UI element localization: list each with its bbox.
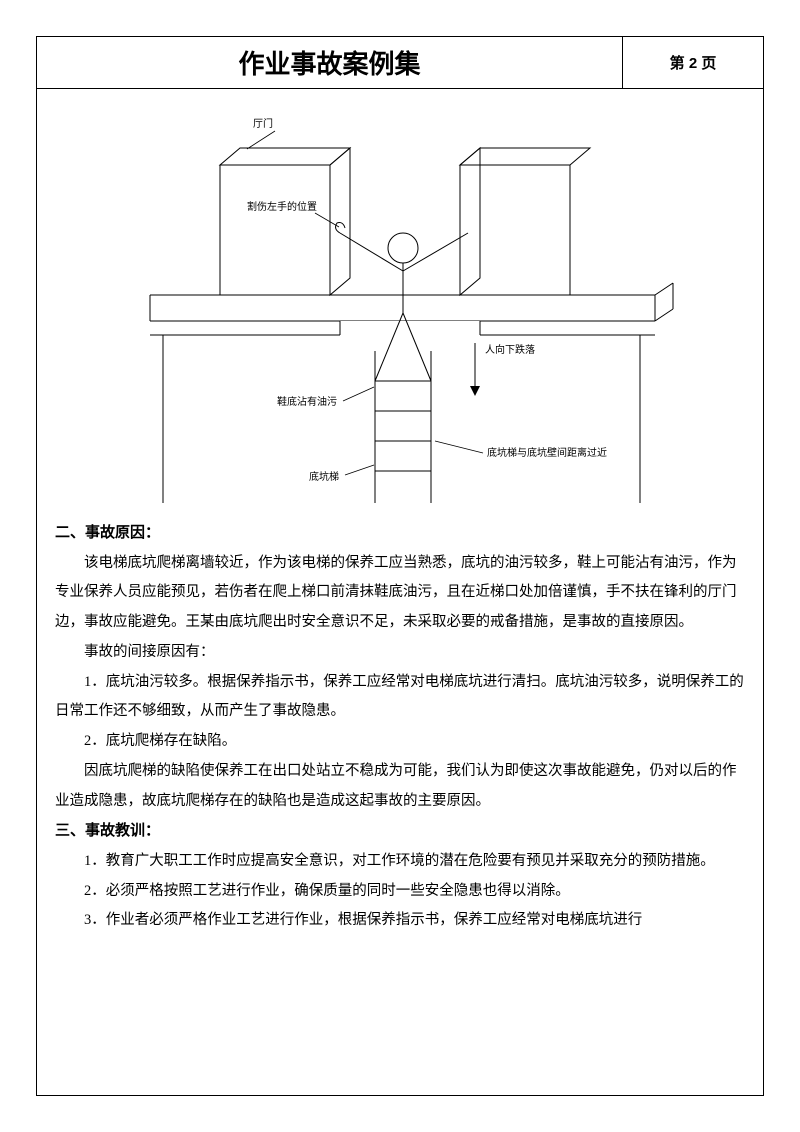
section-2-p4: 2．底坑爬梯存在缺陷。	[55, 727, 745, 757]
pit-ladder-leader	[345, 465, 374, 475]
stick-figure	[336, 223, 468, 381]
section-2-p1: 该电梯底坑爬梯离墙较近，作为该电梯的保养工应当熟悉，底坑的油污较多，鞋上可能沾有…	[55, 549, 745, 638]
ladder-close-leader	[435, 441, 483, 453]
door-label-leader	[247, 131, 275, 149]
section-2-p5: 因底坑爬梯的缺陷使保养工在出口处站立不稳成为可能，我们认为即使这次事故能避免，仍…	[55, 757, 745, 816]
hand-cut-leader	[315, 213, 339, 227]
oily-shoe-leader	[343, 387, 374, 401]
section-3-p1: 1．教育广大职工工作时应提高安全意识，对工作环境的潜在危险要有预见并采取充分的预…	[55, 847, 745, 877]
falling-label: 人向下跌落	[485, 343, 535, 356]
door-label: 厅门	[253, 117, 273, 130]
page-frame: 作业事故案例集 第 2 页	[36, 36, 764, 1096]
pit-ladder-shape	[375, 351, 431, 503]
ladder-close-label: 底坑梯与底坑壁间距离过近	[487, 446, 607, 459]
section-3-p2: 2．必须严格按照工艺进行作业，确保质量的同时一些安全隐患也得以消除。	[55, 877, 745, 907]
content-area: 厅门 割伤左手的位置 人向下跌落 鞋底沾有油污 底坑梯与底坑壁间距离过近 底坑梯	[37, 89, 763, 936]
right-door-shape	[460, 148, 590, 295]
section-2-heading: 二、事故原因：	[55, 518, 745, 549]
section-2-p2: 事故的间接原因有：	[55, 638, 745, 668]
page-number: 第 2 页	[623, 37, 763, 88]
section-3-p3: 3．作业者必须严格作业工艺进行作业，根据保养指示书，保养工应经常对电梯底坑进行	[55, 906, 745, 936]
hand-cut-label: 割伤左手的位置	[247, 200, 317, 213]
page: 作业事故案例集 第 2 页	[0, 0, 800, 1132]
pit-ladder-label: 底坑梯	[309, 470, 339, 483]
oily-shoe-label: 鞋底沾有油污	[277, 395, 337, 408]
left-door-shape	[220, 148, 350, 295]
falling-arrow	[470, 343, 480, 396]
section-3-heading: 三、事故教训：	[55, 816, 745, 847]
accident-diagram: 厅门 割伤左手的位置 人向下跌落 鞋底沾有油污 底坑梯与底坑壁间距离过近 底坑梯	[55, 103, 745, 518]
section-2-p3: 1．底坑油污较多。根据保养指示书，保养工应经常对电梯底坑进行清扫。底坑油污较多，…	[55, 668, 745, 727]
document-title: 作业事故案例集	[37, 37, 623, 88]
header-row: 作业事故案例集 第 2 页	[37, 37, 763, 89]
floor-slab	[150, 283, 673, 503]
